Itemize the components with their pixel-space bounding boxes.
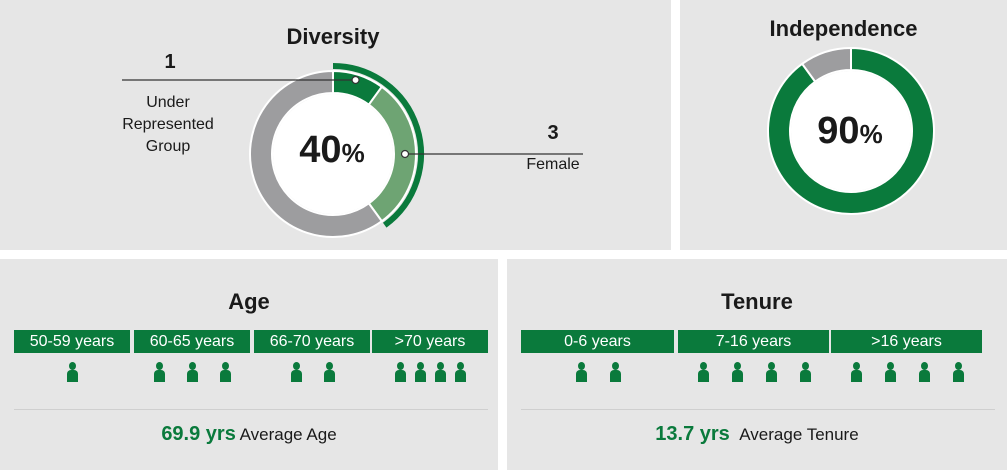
tenure-bucket-label: >16 years <box>831 330 982 353</box>
tenure-person-icon <box>731 362 743 382</box>
age-bucket-label: 60-65 years <box>134 330 250 353</box>
age-person-icon <box>323 362 335 382</box>
urg-label: Under Represented Group <box>98 92 238 158</box>
diversity-panel: Diversity 40% 1 Under Represented Group … <box>0 0 671 250</box>
diversity-donut-chart <box>122 63 583 238</box>
average-tenure-value: 13.7 yrs <box>655 423 730 445</box>
diversity-percent-value: 40 <box>299 129 342 171</box>
average-age-label: Average Age <box>239 425 337 444</box>
diversity-center-percent: 40% <box>282 129 382 172</box>
female-count: 3 <box>547 122 559 144</box>
age-person-icon <box>66 362 78 382</box>
independence-title: Independence <box>769 16 918 41</box>
diversity-slice-3 <box>249 69 384 238</box>
age-person-icon <box>290 362 302 382</box>
age-person-icon <box>153 362 165 382</box>
average-tenure: 13.7 yrs Average Tenure <box>507 423 1007 446</box>
tenure-person-icon <box>799 362 811 382</box>
female-label: Female <box>526 156 580 173</box>
independence-percent-sign: % <box>859 119 883 149</box>
tenure-panel: Tenure 0-6 years 7-16 years >16 years 13.7… <box>507 259 1007 470</box>
independence-donut-chart <box>767 46 935 215</box>
female-callout-dot <box>400 149 410 159</box>
tenure-person-icon <box>918 362 930 382</box>
urg-label-line: Under <box>146 94 190 111</box>
tenure-title: Tenure <box>721 289 793 314</box>
tenure-person-icon <box>850 362 862 382</box>
tenure-divider <box>521 409 995 410</box>
age-person-icon <box>434 362 446 382</box>
urg-callout-dot <box>351 75 360 85</box>
average-age-value: 69.9 yrs <box>161 423 236 445</box>
independence-slice-2 <box>800 46 852 84</box>
tenure-bucket-label: 0-6 years <box>521 330 674 353</box>
independence-center-circle <box>791 71 911 191</box>
independence-percent-value: 90 <box>817 110 860 152</box>
independence-slice-1 <box>767 46 935 215</box>
age-title: Age <box>228 289 270 314</box>
tenure-person-icon <box>575 362 587 382</box>
average-tenure-label: Average Tenure <box>739 425 859 444</box>
average-age: 69.9 yrs Average Age <box>0 423 498 446</box>
tenure-bucket-label: 7-16 years <box>678 330 829 353</box>
urg-label-line: Represented <box>122 116 214 133</box>
tenure-person-icon <box>884 362 896 382</box>
age-panel: Age 50-59 years 60-65 years 66-70 years >70… <box>0 259 498 470</box>
diversity-center-circle <box>273 94 393 214</box>
tenure-person-icon <box>697 362 709 382</box>
age-divider <box>14 409 488 410</box>
age-bucket-label: >70 years <box>372 330 488 353</box>
diversity-title: Diversity <box>286 24 380 49</box>
diversity-outer-arc <box>332 63 424 228</box>
age-bucket-label: 66-70 years <box>254 330 370 353</box>
age-person-icon <box>454 362 466 382</box>
tenure-person-icon <box>765 362 777 382</box>
tenure-person-icon <box>952 362 964 382</box>
age-person-icon <box>186 362 198 382</box>
independence-panel: Independence 90% <box>680 0 1007 250</box>
age-person-icon <box>414 362 426 382</box>
age-bucket-label: 50-59 years <box>14 330 130 353</box>
tenure-person-icon <box>609 362 621 382</box>
age-person-icon <box>219 362 231 382</box>
urg-label-line: Group <box>145 138 191 155</box>
independence-center-percent: 90% <box>800 110 900 153</box>
urg-count: 1 <box>164 51 176 73</box>
age-person-icon <box>394 362 406 382</box>
diversity-percent-sign: % <box>341 138 365 168</box>
